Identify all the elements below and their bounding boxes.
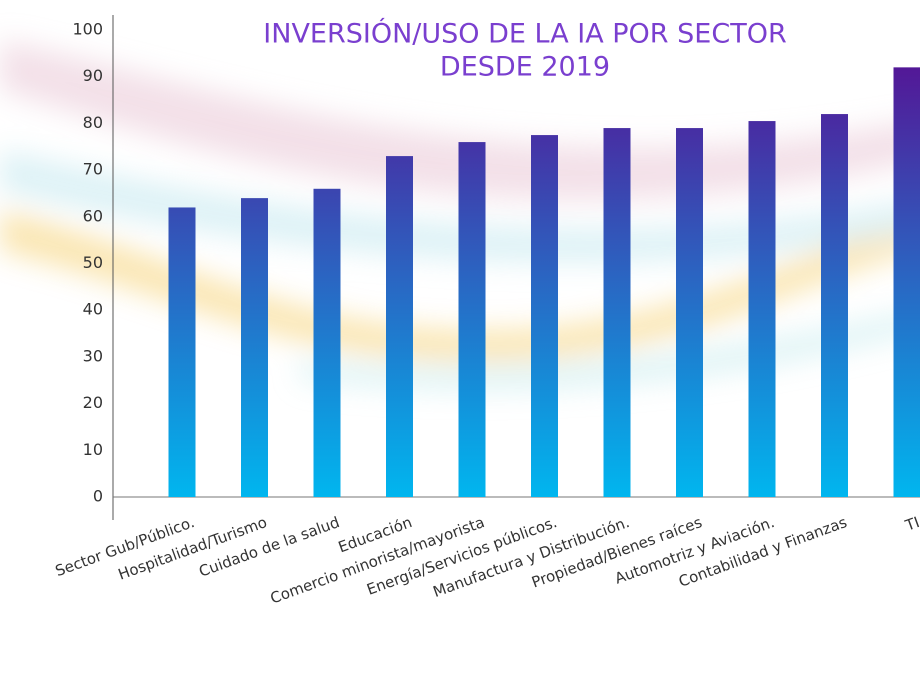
bar [821,114,848,497]
bar [531,135,558,497]
bar [676,128,703,497]
y-tick-label: 0 [93,487,103,506]
bar [604,128,631,497]
bar [894,67,920,497]
y-tick-label: 10 [83,440,103,459]
y-tick-label: 80 [83,113,103,132]
y-tick-label: 40 [83,300,103,319]
bar [314,189,341,497]
bar [749,121,776,497]
bar [386,156,413,497]
y-tick-label: 60 [83,206,103,225]
chart: INVERSIÓN/USO DE LA IA POR SECTOR DESDE … [0,0,920,677]
bar [241,198,268,497]
y-tick-label: 70 [83,160,103,179]
chart-title: INVERSIÓN/USO DE LA IA POR SECTOR [263,18,786,50]
y-tick-label: 50 [83,253,103,272]
y-tick-label: 100 [72,20,103,39]
bar [169,207,196,497]
chart-title: DESDE 2019 [440,52,610,83]
y-tick-label: 30 [83,346,103,365]
y-tick-label: 90 [83,66,103,85]
bar [459,142,486,497]
y-tick-label: 20 [83,393,103,412]
x-tick-label: TI [902,513,920,535]
